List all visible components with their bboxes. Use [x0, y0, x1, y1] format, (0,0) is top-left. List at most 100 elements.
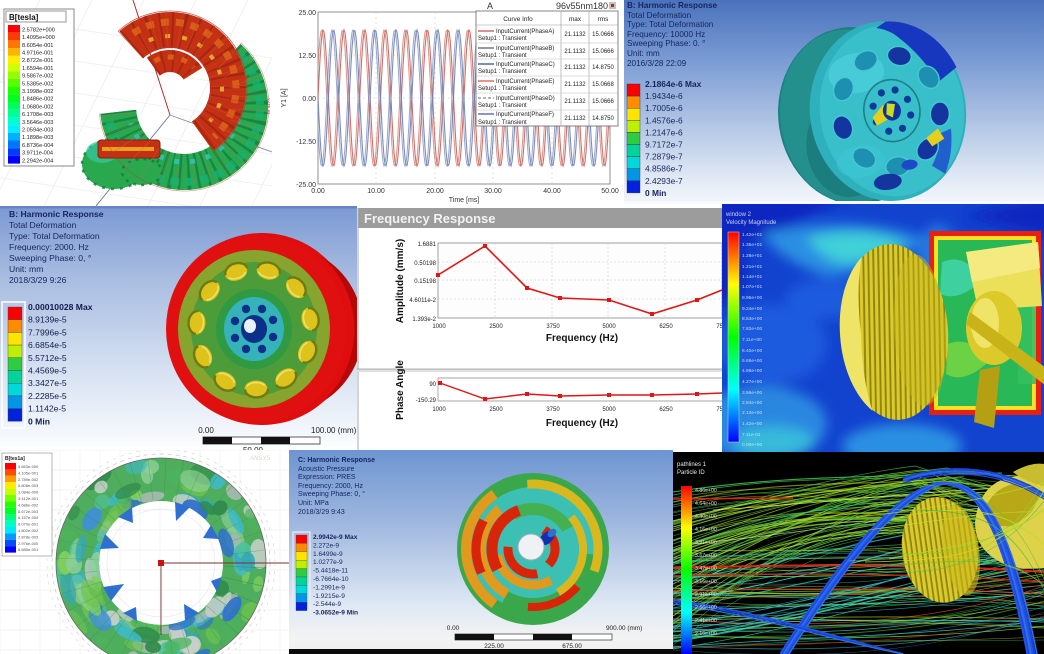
svg-text:10.00: 10.00 — [367, 188, 385, 195]
svg-text:B[tes1a]: B[tes1a] — [5, 456, 25, 462]
svg-text:Setup1 : Transient: Setup1 : Transient — [478, 120, 527, 126]
svg-text:-2.544e-9: -2.544e-9 — [313, 601, 342, 608]
svg-text:3.67e+00: 3.67e+00 — [695, 553, 717, 559]
svg-text:4.8586e-7: 4.8586e-7 — [645, 164, 683, 174]
svg-text:0.00e+00: 0.00e+00 — [742, 442, 762, 448]
svg-text:Amplitude (mm/s): Amplitude (mm/s) — [395, 239, 406, 323]
svg-text:6.6854e-5: 6.6854e-5 — [28, 340, 67, 350]
svg-text:5.5712e-5: 5.5712e-5 — [28, 353, 67, 363]
svg-text:1.8486e-002: 1.8486e-002 — [22, 97, 53, 103]
svg-text:Frequency (Hz): Frequency (Hz) — [546, 418, 618, 429]
svg-text:1.0277e-9: 1.0277e-9 — [313, 559, 343, 566]
svg-text:1.4095e+000: 1.4095e+000 — [22, 35, 55, 41]
svg-text:25.00: 25.00 — [298, 10, 316, 17]
svg-text:3.5646e-003: 3.5646e-003 — [22, 120, 53, 126]
svg-text:A: A — [487, 1, 493, 11]
svg-text:2.272e-9: 2.272e-9 — [313, 542, 339, 549]
svg-text:5000: 5000 — [602, 324, 616, 330]
svg-text:7.2879e-7: 7.2879e-7 — [645, 152, 683, 162]
svg-text:7.7996e-5: 7.7996e-5 — [28, 327, 67, 337]
svg-text:7.11e-01: 7.11e-01 — [742, 432, 761, 438]
svg-text:7.82e+00: 7.82e+00 — [742, 326, 762, 332]
svg-text:3.412e-001: 3.412e-001 — [18, 496, 39, 501]
svg-text:21.1132: 21.1132 — [564, 82, 586, 88]
svg-text:5.663e-000: 5.663e-000 — [18, 464, 39, 469]
svg-text:21.1132: 21.1132 — [564, 99, 586, 105]
svg-text:Frequency: 2000. Hz: Frequency: 2000. Hz — [9, 242, 89, 252]
svg-text:rms: rms — [598, 16, 609, 23]
svg-text:8.685e-001: 8.685e-001 — [18, 547, 39, 552]
svg-text:8.6054e-001: 8.6054e-001 — [22, 43, 53, 49]
svg-text:InputCurrent(PhaseB): InputCurrent(PhaseB) — [496, 46, 554, 52]
svg-text:Unit: mm: Unit: mm — [627, 49, 660, 58]
svg-text:3750: 3750 — [546, 407, 560, 413]
svg-text:2.976e-000: 2.976e-000 — [18, 541, 39, 546]
svg-text:9.24e+00: 9.24e+00 — [742, 306, 762, 312]
svg-text:Velocity Magnitude: Velocity Magnitude — [726, 220, 777, 226]
svg-text:2018/3/29 9:43: 2018/3/29 9:43 — [298, 509, 345, 516]
svg-text:0.00: 0.00 — [311, 188, 325, 195]
svg-text:2.789e-002: 2.789e-002 — [18, 477, 39, 482]
svg-text:0.00010028 Max: 0.00010028 Max — [28, 302, 93, 312]
svg-text:0 Min: 0 Min — [28, 416, 50, 426]
svg-text:0.00: 0.00 — [198, 426, 214, 435]
svg-text:-12.50: -12.50 — [296, 139, 316, 146]
svg-text:InputCurrent(PhaseF): InputCurrent(PhaseF) — [496, 112, 554, 118]
svg-text:21.1132: 21.1132 — [564, 49, 586, 55]
svg-text:9.7172e-7: 9.7172e-7 — [645, 140, 683, 150]
svg-text:Unit: mm: Unit: mm — [9, 264, 43, 274]
svg-text:15.0666: 15.0666 — [592, 49, 614, 55]
svg-text:Expression: PRES: Expression: PRES — [298, 474, 356, 481]
svg-text:-25.00: -25.00 — [296, 182, 316, 189]
svg-text:Particle ID: Particle ID — [677, 470, 705, 476]
svg-text:4.98e+00: 4.98e+00 — [742, 368, 762, 374]
svg-text:6.40e+00: 6.40e+00 — [742, 348, 762, 354]
svg-text:1.1898e-003: 1.1898e-003 — [22, 135, 53, 141]
svg-text:Type: Total Deformation: Type: Total Deformation — [9, 231, 100, 241]
svg-text:1.2147e-6: 1.2147e-6 — [645, 127, 683, 137]
svg-text:1.14e+01: 1.14e+01 — [742, 274, 762, 280]
svg-text:2.4293e-7: 2.4293e-7 — [645, 176, 683, 186]
svg-text:0.50198: 0.50198 — [414, 261, 436, 267]
svg-text:2500: 2500 — [489, 407, 503, 413]
svg-text:Type: Total Deformation: Type: Total Deformation — [627, 20, 714, 29]
svg-text:1.0680e-002: 1.0680e-002 — [22, 104, 53, 110]
svg-text:1.6499e-9: 1.6499e-9 — [313, 551, 343, 558]
svg-text:Y1 [A]: Y1 [A] — [281, 88, 288, 107]
svg-text:3.16e+00: 3.16e+00 — [695, 579, 717, 585]
svg-text:1.28e+01: 1.28e+01 — [742, 253, 762, 259]
svg-text:Setup1 : Transient: Setup1 : Transient — [478, 36, 527, 42]
svg-text:4.40e+00: 4.40e+00 — [695, 514, 717, 520]
svg-text:8.9139e-5: 8.9139e-5 — [28, 315, 67, 325]
svg-text:900.00 (mm): 900.00 (mm) — [606, 625, 642, 632]
svg-text:3.56e+00: 3.56e+00 — [742, 390, 762, 396]
svg-text:Sweeping Phase: 0. °: Sweeping Phase: 0. ° — [627, 39, 705, 48]
svg-text:InputCurrent(PhaseE): InputCurrent(PhaseE) — [496, 79, 554, 85]
svg-text:InputCurrent(PhaseD): InputCurrent(PhaseD) — [496, 96, 555, 102]
svg-text:2.84e+00: 2.84e+00 — [742, 400, 762, 406]
svg-text:-1.9215e-9: -1.9215e-9 — [313, 593, 345, 600]
svg-text:2.16e+00: 2.16e+00 — [695, 631, 717, 637]
svg-text:8.672e-003: 8.672e-003 — [18, 509, 39, 514]
svg-text:Frequency: 10000 Hz: Frequency: 10000 Hz — [627, 30, 705, 39]
svg-text:max: max — [569, 16, 582, 23]
svg-text:-3.0652e-9 Min: -3.0652e-9 Min — [313, 610, 358, 617]
svg-text:2.8722e-001: 2.8722e-001 — [22, 58, 53, 64]
svg-text:225.00: 225.00 — [484, 643, 504, 650]
svg-text:1000: 1000 — [432, 407, 446, 413]
svg-text:4.686e-002: 4.686e-002 — [18, 502, 39, 507]
svg-text:3.1998e-002: 3.1998e-002 — [22, 89, 53, 95]
svg-text:20.00: 20.00 — [426, 188, 444, 195]
svg-text:2.9942e-9 Max: 2.9942e-9 Max — [313, 534, 358, 541]
svg-text:Setup1 : Transient: Setup1 : Transient — [478, 103, 527, 109]
svg-text:2.2285e-5: 2.2285e-5 — [28, 391, 67, 401]
svg-text:9.96e+00: 9.96e+00 — [742, 295, 762, 301]
svg-text:1.35e+01: 1.35e+01 — [742, 242, 762, 248]
svg-text:1.7005e-6: 1.7005e-6 — [645, 103, 683, 113]
svg-text:15.0668: 15.0668 — [592, 82, 614, 88]
svg-text:1.42e+01: 1.42e+01 — [742, 232, 762, 238]
svg-text:7.11e+00: 7.11e+00 — [742, 337, 762, 343]
svg-text:100.00 (mm): 100.00 (mm) — [311, 426, 357, 435]
svg-text:40.00: 40.00 — [543, 188, 561, 195]
svg-text:4.64e+00: 4.64e+00 — [695, 501, 717, 507]
